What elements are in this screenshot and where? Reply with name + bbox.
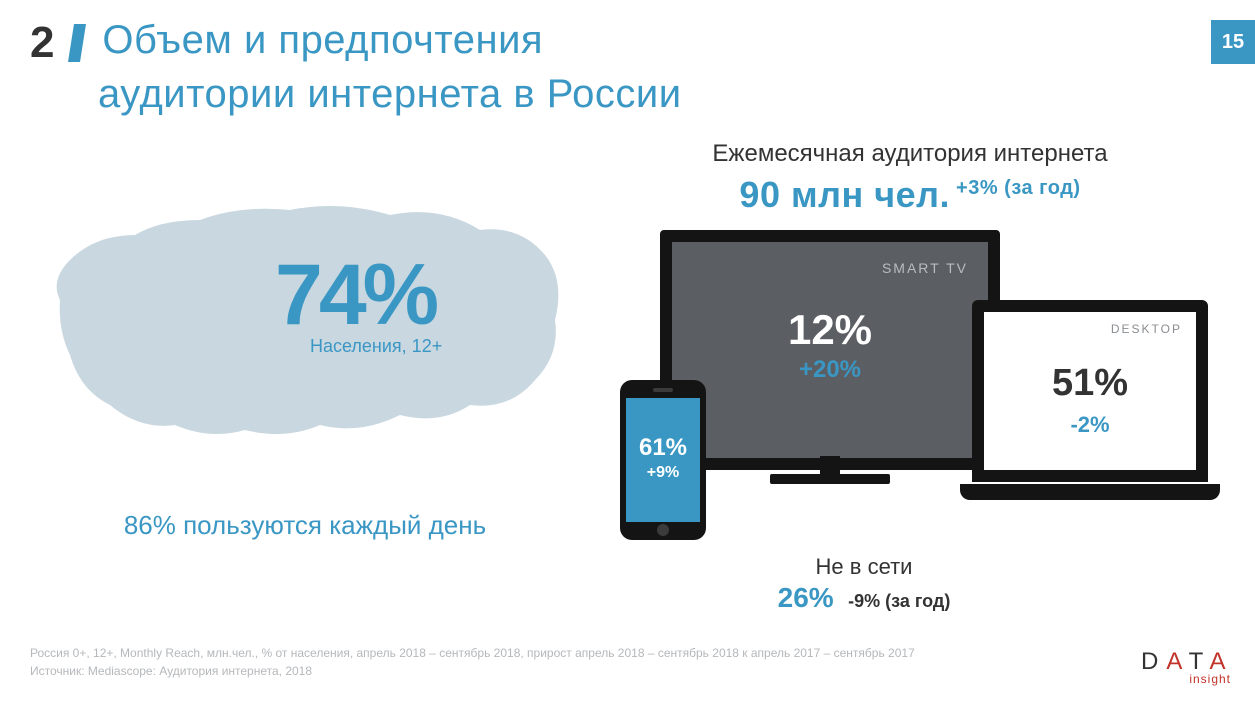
tv-screen: SMART TV 12% +20% [660, 230, 1000, 470]
smart-tv-percent: 12% [672, 306, 988, 354]
footnote-line-2: Источник: Mediascope: Аудитория интернет… [30, 662, 1115, 680]
page-number-badge: 15 [1211, 20, 1255, 64]
phone-screen: 61% +9% [626, 398, 700, 522]
desktop-delta: -2% [984, 412, 1196, 438]
right-column: Ежемесячная аудитория интернета 90 млн ч… [600, 140, 1220, 570]
monthly-audience-value: 90 млн чел. +3% (за год) [600, 174, 1220, 216]
title-line-1: Объем и предпочтения [102, 18, 543, 63]
phone-speaker-icon [653, 388, 673, 392]
smart-tv-delta: +20% [672, 356, 988, 384]
slide-number: 2 [30, 18, 53, 68]
mobile-delta: +9% [626, 464, 700, 482]
population-label: Населения, 12+ [310, 336, 442, 357]
footnotes: Россия 0+, 12+, Monthly Reach, млн.чел.,… [30, 644, 1115, 680]
desktop-label: DESKTOP [1111, 322, 1182, 336]
daily-use-text: 86% пользуются каждый день [40, 510, 570, 541]
desktop-percent: 51% [984, 362, 1196, 405]
devices-graphic: SMART TV 12% +20% DESKTOP 51% -2% 61% [600, 230, 1220, 570]
mobile-device: 61% +9% [620, 380, 706, 540]
footnote-line-1: Россия 0+, 12+, Monthly Reach, млн.чел.,… [30, 644, 1115, 662]
monthly-audience-delta: +3% (за год) [956, 177, 1081, 199]
mobile-percent: 61% [626, 434, 700, 462]
smart-tv-label: SMART TV [882, 260, 968, 276]
brand-logo: DATA insight [1141, 648, 1231, 686]
slide: 2 Объем и предпочтения аудитории интерне… [0, 0, 1255, 706]
offline-percent: 26% [778, 582, 834, 614]
desktop-device: DESKTOP 51% -2% [960, 300, 1220, 500]
smart-tv-device: SMART TV 12% +20% [660, 230, 1000, 470]
offline-label: Не в сети [684, 554, 1044, 580]
offline-delta: -9% (за год) [848, 591, 950, 612]
laptop-screen: DESKTOP 51% -2% [972, 300, 1208, 482]
laptop-base-icon [960, 484, 1220, 500]
left-column: 74% Населения, 12+ 86% пользуются каждый… [40, 180, 570, 541]
monthly-audience-label: Ежемесячная аудитория интернета [600, 140, 1220, 168]
title-line-2: аудитории интернета в России [98, 72, 1195, 117]
slide-header: 2 Объем и предпочтения аудитории интерне… [30, 18, 1195, 117]
russia-map-wrap: 74% Населения, 12+ [40, 180, 570, 460]
monthly-value-text: 90 млн чел. [739, 174, 950, 215]
tv-stand-icon [770, 474, 890, 484]
phone-home-icon [657, 524, 669, 536]
population-percent: 74% [275, 246, 435, 345]
offline-block: Не в сети 26% -9% (за год) [684, 554, 1044, 614]
slash-icon [68, 24, 86, 62]
